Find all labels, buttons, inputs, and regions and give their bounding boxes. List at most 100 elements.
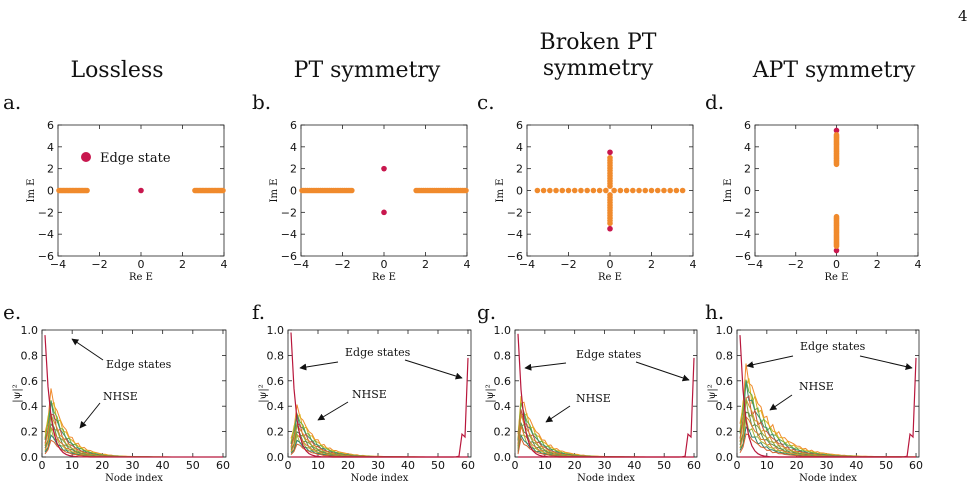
y-tick-label: 6 [516, 119, 523, 132]
bulk-state-point [596, 187, 603, 194]
y-tick-label: −6 [281, 250, 297, 263]
y-tick-label: 0.4 [21, 400, 39, 413]
bulk-state-point [617, 187, 624, 194]
nhse-curve [517, 395, 694, 458]
x-axis-label: Re E [372, 272, 396, 283]
y-tick-label: 1.0 [494, 324, 512, 337]
y-tick-label: 0.2 [21, 426, 39, 439]
bulk-state-point [607, 154, 613, 161]
y-tick-label: 0 [516, 185, 523, 198]
bulk-state-point [603, 187, 609, 194]
bulk-state-point [584, 187, 590, 194]
nhse-arrow [79, 402, 101, 429]
y-tick-label: 2 [290, 163, 297, 176]
bulk-state-point [623, 187, 630, 194]
x-tick-label: 60 [461, 459, 475, 472]
y-tick-label: 1.0 [21, 324, 39, 337]
y-tick-label: −4 [735, 228, 751, 241]
bulk-state-point [661, 187, 667, 194]
plot-h: 0 10 20 30 40 50 60 0.0 0.2 0.4 0.6 0.8 1.0 Node inde… [707, 324, 923, 484]
x-tick-label: 0 [138, 258, 145, 271]
y-axis-label: |ψ|² [707, 384, 718, 403]
nhse-annotation: NHSE [799, 380, 834, 393]
y-tick-label: 6 [290, 119, 297, 132]
column-title-broken-pt-symmetry: Broken PT symmetry [539, 30, 657, 81]
plot-g: 0 10 20 30 40 50 60 0.0 0.2 0.4 0.6 0.8 1.0 Node inde… [485, 324, 701, 484]
y-tick-label: 0.8 [267, 349, 285, 362]
x-tick-label: −4 [293, 258, 309, 271]
bulk-state-point [590, 187, 597, 194]
x-tick-label: 10 [760, 459, 774, 472]
edge-state-point [138, 187, 144, 194]
y-tick-label: 0.0 [21, 451, 39, 464]
edge-state-point [607, 225, 613, 232]
x-tick-label: 40 [401, 459, 415, 472]
nhse-arrow [317, 401, 349, 421]
bulk-state-point [667, 187, 673, 194]
bulk-state-point [534, 187, 541, 194]
edge-states-arrow [524, 362, 567, 371]
x-tick-label: 4 [690, 258, 697, 271]
x-tick-label: 2 [874, 258, 881, 271]
x-tick-label: −4 [50, 258, 66, 271]
edge-state-curve-right [291, 357, 469, 458]
y-tick-label: −4 [507, 228, 523, 241]
x-axis-label: Re E [129, 272, 153, 283]
panel-label-g: g. [477, 300, 497, 324]
x-tick-label: −2 [334, 258, 350, 271]
y-tick-label: 0.0 [267, 451, 285, 464]
y-tick-label: −2 [38, 206, 54, 219]
y-tick-label: −2 [507, 206, 523, 219]
column-title-apt-symmetry: APT symmetry [752, 58, 916, 83]
x-tick-label: 20 [95, 459, 109, 472]
y-tick-label: −4 [281, 228, 297, 241]
y-axis-label: Im E [723, 179, 734, 203]
y-axis-label: |ψ|² [12, 384, 23, 403]
panel-label-a: a. [3, 90, 22, 114]
edge-states-annotation: Edge states [106, 358, 172, 371]
x-tick-label: 60 [909, 459, 923, 472]
nhse-curve [44, 412, 223, 458]
nhse-curve [517, 401, 694, 458]
y-axis-label: |ψ|² [258, 384, 269, 403]
x-tick-label: 30 [125, 459, 139, 472]
x-tick-label: −4 [519, 258, 535, 271]
x-tick-label: 30 [820, 459, 834, 472]
x-tick-label: 10 [311, 459, 325, 472]
y-axis-label: |ψ|² [485, 384, 496, 403]
edge-state-curve-right [740, 357, 917, 458]
y-tick-label: 2 [744, 163, 751, 176]
y-tick-label: 0.0 [716, 451, 734, 464]
y-tick-label: 0 [290, 185, 297, 198]
x-axis-label: Re E [825, 272, 849, 283]
y-tick-label: 0.6 [21, 375, 39, 388]
x-tick-label: 4 [915, 258, 922, 271]
edge-states-arrow [71, 338, 104, 361]
x-tick-label: −2 [560, 258, 576, 271]
y-tick-label: 0.2 [716, 426, 734, 439]
y-tick-label: 0.6 [494, 375, 512, 388]
x-axis-label: Re E [598, 272, 622, 283]
y-tick-label: 6 [47, 119, 54, 132]
bulk-state-point [611, 187, 617, 194]
y-tick-label: −4 [38, 228, 54, 241]
y-tick-label: 4 [744, 141, 751, 154]
y-tick-label: −2 [281, 206, 297, 219]
y-tick-label: −2 [735, 206, 751, 219]
x-axis-label: Node index [799, 473, 857, 484]
bulk-state-point [833, 132, 840, 138]
x-tick-label: 50 [431, 459, 445, 472]
bulk-state-point [679, 187, 686, 194]
x-tick-label: 10 [65, 459, 79, 472]
bulk-state-point [654, 187, 661, 194]
x-tick-label: 60 [216, 459, 230, 472]
x-tick-label: 0 [512, 459, 519, 472]
x-tick-label: 0 [39, 459, 46, 472]
y-tick-label: −6 [735, 250, 751, 263]
y-tick-label: 1.0 [716, 324, 734, 337]
x-tick-label: 10 [538, 459, 552, 472]
y-tick-label: 2 [47, 163, 54, 176]
x-tick-label: 0 [833, 258, 840, 271]
y-tick-label: 0.8 [716, 349, 734, 362]
panel-label-c: c. [477, 90, 495, 114]
